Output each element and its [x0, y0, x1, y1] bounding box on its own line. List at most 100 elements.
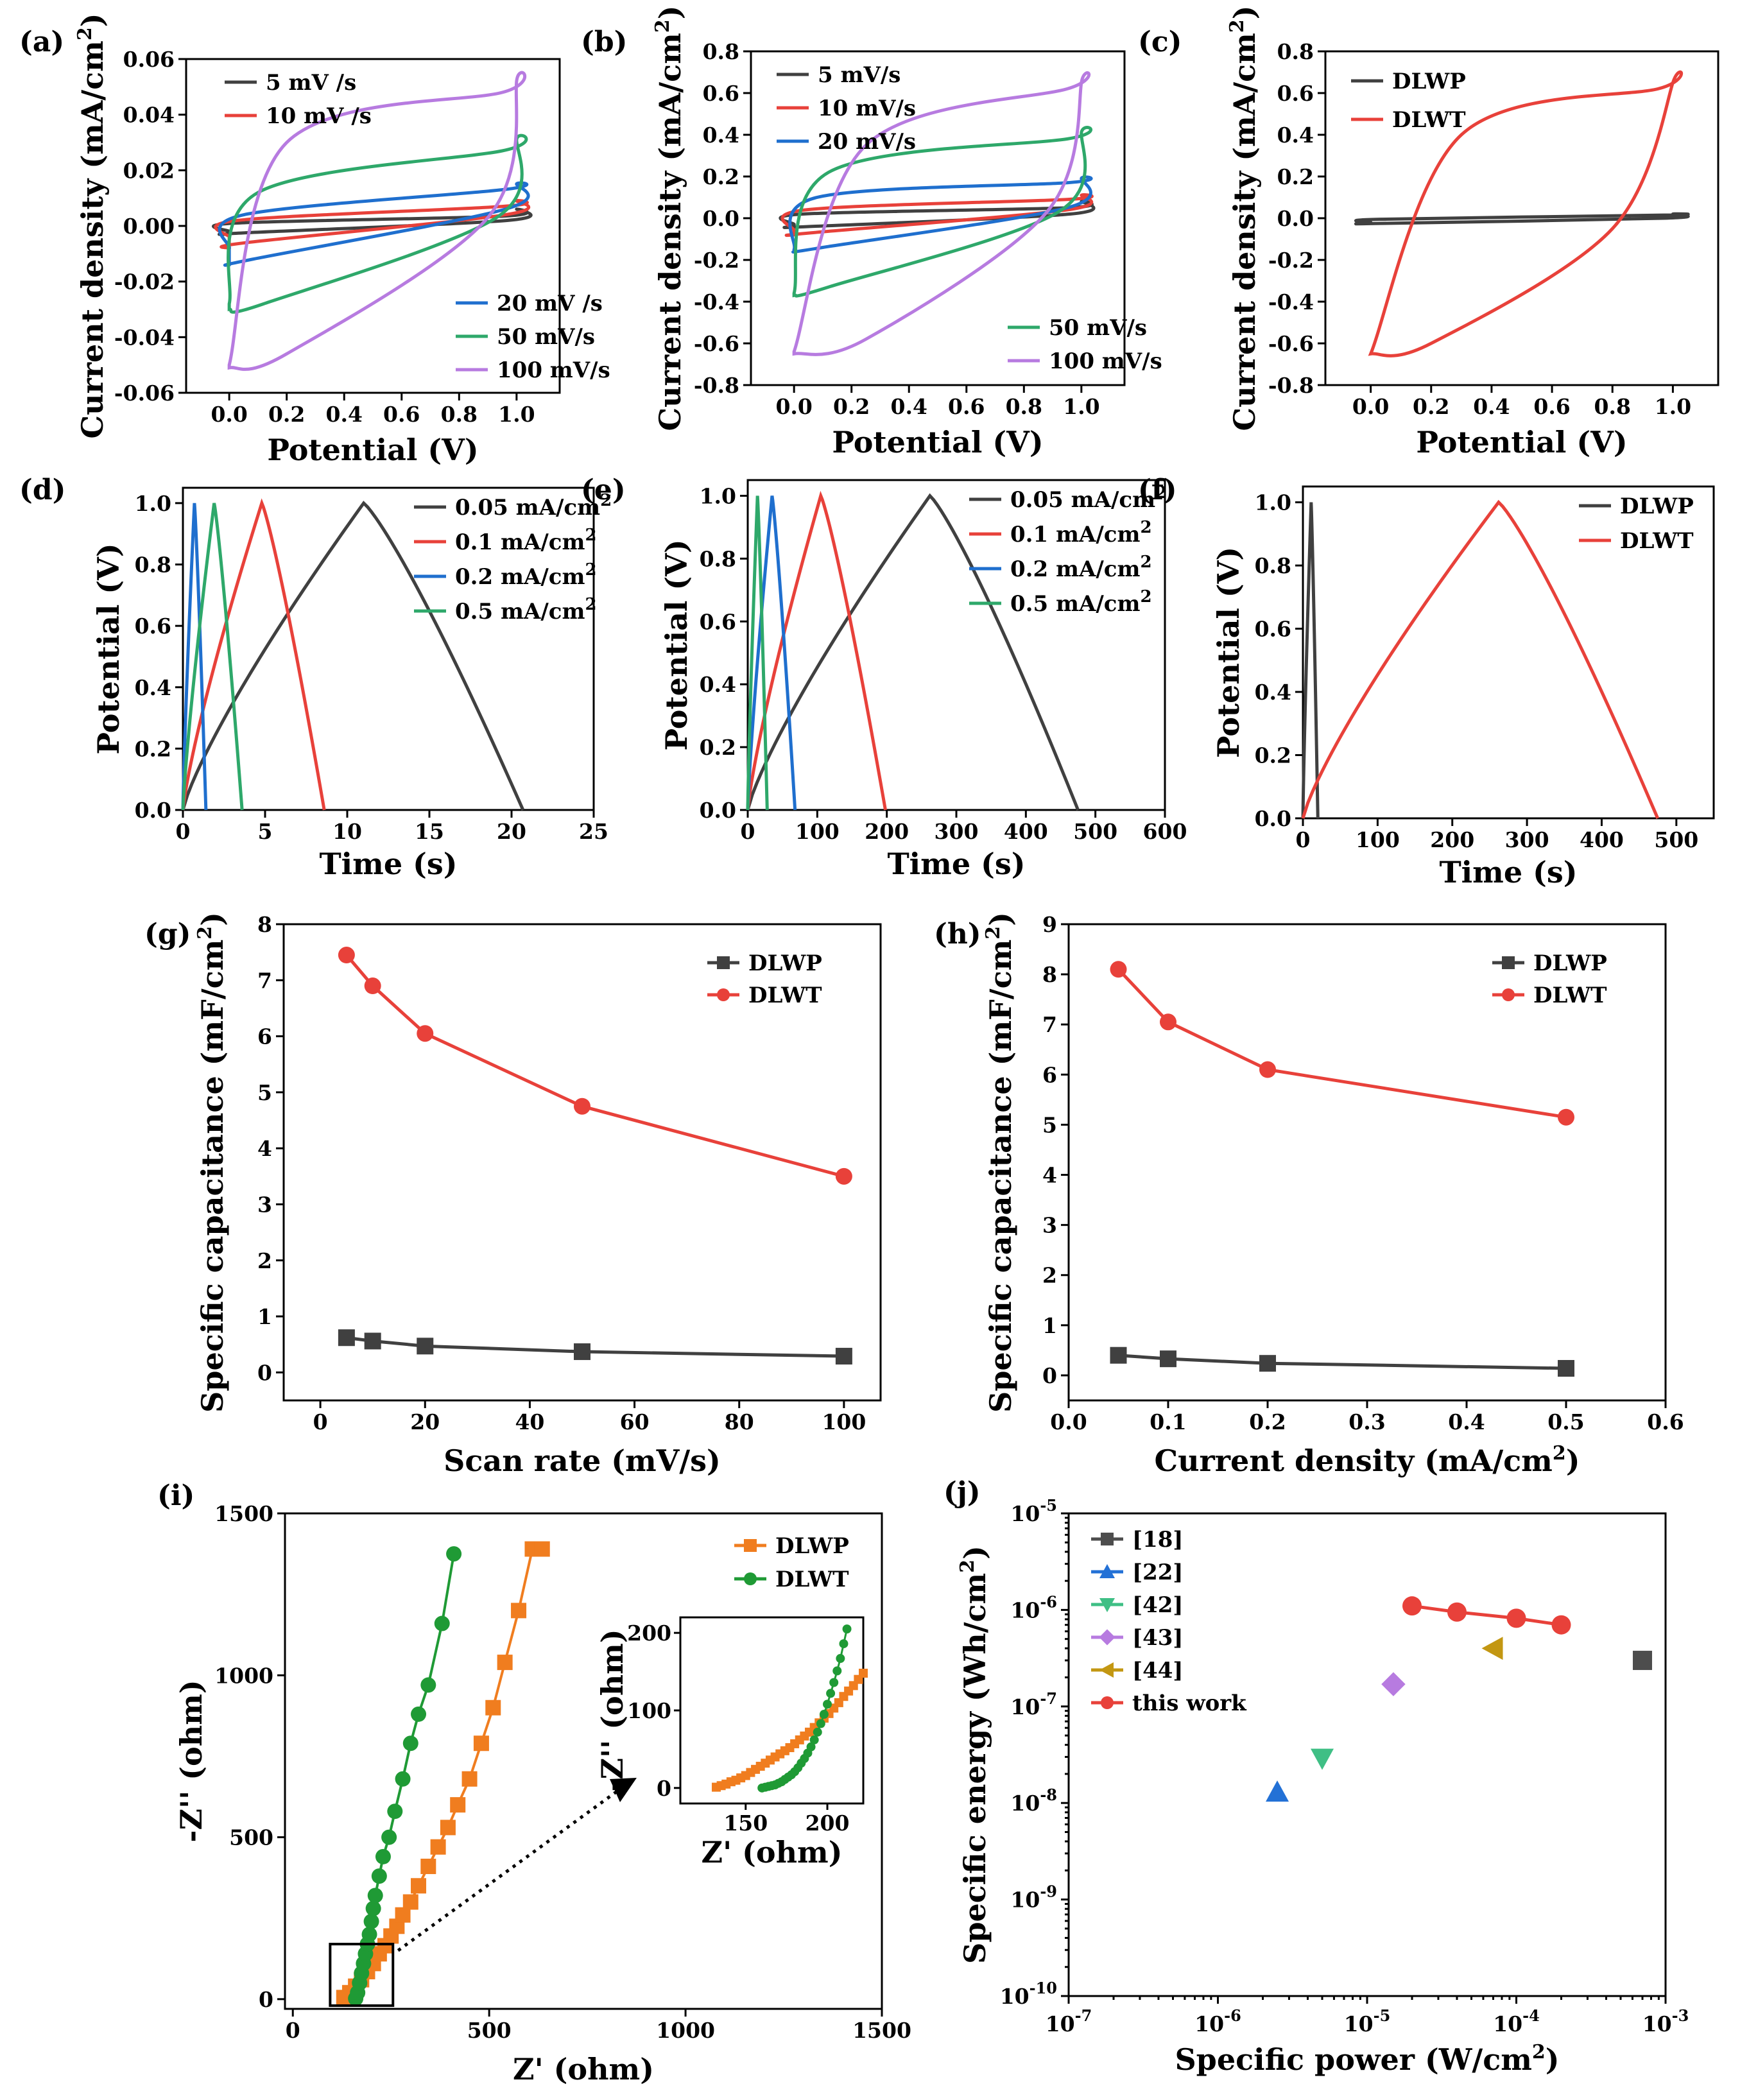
plot-frame	[284, 1512, 883, 2010]
gcd-curve	[746, 493, 1080, 811]
x-tick-label: 0.4	[326, 402, 363, 427]
legend-label: 0.2 mA/cm2	[1010, 553, 1152, 582]
data-point	[511, 1603, 527, 1619]
legend-marker	[717, 988, 730, 1001]
x-tick-label: 20	[410, 1409, 440, 1434]
y-tick-label: 0.4	[1255, 680, 1291, 705]
x-axis-title: Potential (V)	[1416, 425, 1627, 460]
data-point	[381, 1829, 397, 1845]
y-tick-label: 0.6	[700, 609, 736, 634]
cv-curve	[780, 193, 1094, 237]
data-point	[402, 1735, 418, 1751]
gcd-curve	[1301, 499, 1660, 819]
inset-data-point	[832, 1666, 842, 1676]
y-tick-label: 5	[1042, 1112, 1057, 1137]
data-point	[411, 1878, 427, 1894]
y-tick-label: 0.6	[703, 81, 739, 106]
legend-label: DLWT	[748, 983, 822, 1008]
y-tick-label: -0.6	[1268, 331, 1314, 356]
legend-label: DLWT	[775, 1567, 849, 1592]
x-tick-label: 10-4	[1493, 2006, 1540, 2036]
x-axis-title: Potential (V)	[267, 433, 478, 467]
data-point	[1447, 1602, 1467, 1622]
y-tick-label: 0.0	[703, 206, 739, 231]
x-tick-label: 0.6	[1647, 1409, 1684, 1434]
legend-marker	[1101, 1533, 1114, 1545]
x-axis-title: Time (s)	[319, 847, 457, 881]
y-tick-label: 0.2	[700, 735, 736, 760]
y-tick-label: 0	[1042, 1363, 1057, 1388]
x-tick-label: 0.3	[1348, 1409, 1385, 1434]
x-tick-label: 10-7	[1046, 2006, 1092, 2036]
data-point	[440, 1820, 456, 1836]
data-point	[497, 1655, 513, 1671]
inset-x-tick-label: 150	[723, 1811, 768, 1836]
x-tick-label: 0.8	[1006, 394, 1042, 419]
x-tick-label: 0.2	[1413, 394, 1449, 419]
cv-curve	[792, 71, 1091, 356]
cv-curve	[212, 207, 533, 236]
panel-label: (c)	[1138, 26, 1182, 58]
x-tick-label: 0.4	[1473, 394, 1510, 419]
data-point	[1481, 1637, 1503, 1660]
x-tick-label: 25	[579, 819, 608, 844]
x-tick-label: 0.2	[268, 402, 305, 427]
x-tick-label: 0.5	[1547, 1409, 1584, 1434]
y-tick-label: 4	[1042, 1163, 1057, 1188]
series-group	[779, 71, 1096, 356]
inset-x-tick-label: 200	[806, 1811, 850, 1836]
legend-marker	[1099, 1564, 1115, 1578]
y-axis-title: Potential (V)	[91, 543, 126, 754]
y-tick-label: 0	[259, 1987, 273, 2012]
legend-label: 0.2 mA/cm2	[455, 560, 597, 590]
y-axis-title: -Z'' (ohm)	[174, 1680, 209, 1842]
gcd-curve	[1301, 502, 1320, 819]
data-point	[395, 1771, 411, 1787]
x-tick-label: 200	[1430, 827, 1474, 852]
data-point	[485, 1700, 501, 1716]
y-tick-label: -0.2	[694, 248, 739, 273]
data-point	[473, 1735, 489, 1751]
panel-f: (f) 0 100 200 300 400 500 0.0 0.2 0.4 0.6 0.8 1.0 Pot…	[1138, 474, 1715, 890]
series-group	[746, 490, 1080, 811]
x-tick-label: 300	[1505, 827, 1549, 852]
x-axis-title: Time (s)	[887, 847, 1025, 881]
y-axis-title: Current density (mA/cm2)	[1226, 6, 1262, 431]
y-tick-label: 0.6	[135, 614, 171, 639]
gcd-curve	[746, 495, 797, 811]
y-tick-label: 0.6	[1277, 81, 1314, 106]
x-tick-label: 0	[1296, 827, 1311, 852]
legend-marker	[1099, 1629, 1116, 1646]
series-line	[1118, 1354, 1567, 1370]
x-tick-label: 10-3	[1642, 2006, 1689, 2036]
data-point	[367, 1888, 383, 1904]
y-tick-label: 0.2	[1277, 164, 1314, 189]
series-group	[212, 71, 533, 371]
data-point	[363, 1913, 379, 1929]
y-tick-label: 3	[1042, 1213, 1057, 1238]
y-tick-label: 10-7	[1010, 1689, 1057, 1719]
y-tick-label: 0.8	[1255, 553, 1291, 578]
x-tick-label: 5	[258, 819, 273, 844]
x-axis-title: Specific power (W/cm2)	[1175, 2041, 1559, 2077]
data-point	[1558, 1108, 1574, 1126]
y-tick-label: 5	[257, 1080, 272, 1105]
inset-y-axis-title: -Z'' (ohm)	[595, 1629, 630, 1791]
gcd-curve	[181, 503, 208, 811]
legend-label: 10 mV /s	[266, 103, 372, 129]
panel-d: (d) 0 5 10 15 20 25 0.0 0.2 0.4 0.6 0.8 1.0 Potential…	[19, 474, 612, 881]
data-point	[361, 1926, 377, 1942]
inset-y-tick-label: 0	[657, 1776, 671, 1801]
y-tick-label: 0.8	[703, 39, 739, 64]
panel-label: (i)	[157, 1479, 194, 1512]
legend-marker	[744, 1572, 757, 1585]
inset-data-point	[839, 1639, 849, 1649]
data-point	[1160, 1013, 1176, 1031]
cv-curve	[1368, 70, 1684, 357]
data-point	[395, 1907, 411, 1923]
y-tick-label: 0.0	[700, 798, 736, 823]
y-tick-label: 0.8	[135, 553, 171, 578]
inset-data-point	[826, 1689, 836, 1698]
data-point	[420, 1858, 436, 1874]
